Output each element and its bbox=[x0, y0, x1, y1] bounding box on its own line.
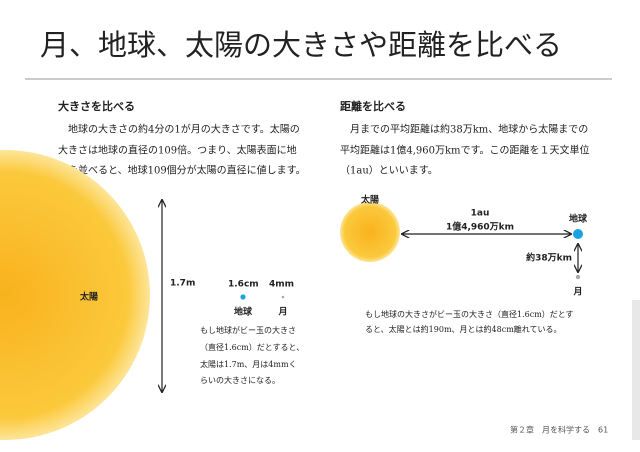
earth-label: 地球 bbox=[569, 213, 588, 225]
note-line: らいの大きさになる。 bbox=[200, 375, 280, 385]
note-line: もし地球がビー玉の大きさ bbox=[200, 325, 296, 335]
note-line: ると、太陽とは約190m、月とは約48cm離れている。 bbox=[365, 324, 562, 334]
note-line: （直径1.6cm）だとすると、 bbox=[200, 342, 304, 352]
section-heading: 距離を比べる bbox=[340, 99, 406, 113]
moon-distance: 約38万km bbox=[526, 252, 572, 264]
paragraph-line: 球を並べると、地球109個分が太陽の直径に値します。 bbox=[58, 164, 306, 177]
edge-tab bbox=[632, 300, 640, 440]
earth bbox=[573, 229, 583, 239]
page-number: 61 bbox=[598, 426, 608, 435]
sun bbox=[340, 202, 400, 262]
paragraph-line: 大きさは地球の直径の109倍。つまり、太陽表面に地 bbox=[58, 144, 297, 157]
moon-size: 4mm bbox=[269, 280, 294, 290]
earth-label: 地球 bbox=[234, 306, 253, 318]
paragraph-line: 月までの平均距離は約38万km、地球から太陽までの bbox=[340, 123, 588, 136]
moon bbox=[575, 274, 581, 280]
paragraph-line: （1au）といいます。 bbox=[340, 165, 438, 177]
paragraph-line: 地球の大きさの約4分の1が月の大きさです。太陽の bbox=[58, 123, 300, 136]
distance-label: 1億4,960万km bbox=[446, 221, 514, 233]
sun-label: 太陽 bbox=[360, 194, 379, 206]
note-line: もし地球の大きさがビー玉の大きさ（直径1.6cm）だとす bbox=[365, 309, 574, 319]
chapter: 第２章 月を科学する bbox=[510, 425, 590, 435]
sun-label: 太陽 bbox=[79, 291, 98, 303]
earth bbox=[240, 294, 246, 300]
note-line: 太陽は1.7m、月は4mmく bbox=[200, 359, 297, 369]
sun-size: 1.7m bbox=[170, 279, 195, 289]
moon-label: 月 bbox=[572, 287, 582, 298]
au-label: 1au bbox=[471, 209, 490, 219]
earth-size: 1.6cm bbox=[228, 280, 259, 290]
moon-label: 月 bbox=[277, 307, 287, 318]
title: 月、地球、太陽の大きさや距離を比べる bbox=[40, 28, 562, 62]
sun bbox=[0, 150, 150, 440]
moon bbox=[281, 295, 285, 299]
paragraph-line: 平均距離は1億4,960万kmです。この距離を１天文単位 bbox=[340, 144, 590, 157]
section-heading: 大きさを比べる bbox=[58, 99, 135, 113]
